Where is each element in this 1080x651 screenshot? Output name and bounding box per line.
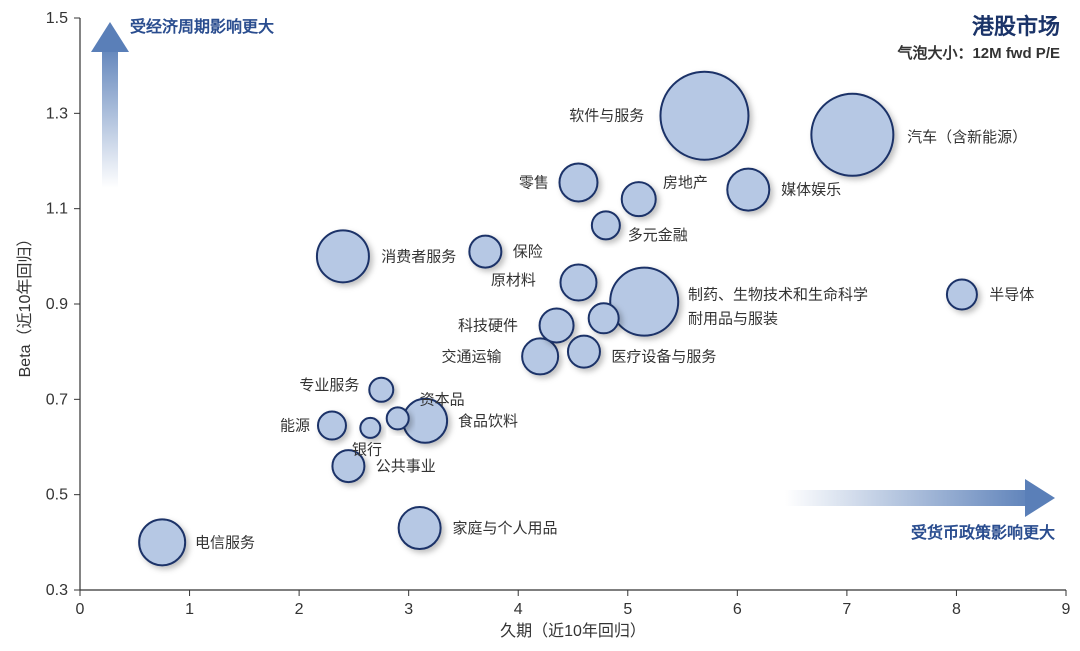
- bubble: [592, 211, 620, 239]
- bubble: [469, 236, 501, 268]
- x-tick-label: 0: [76, 601, 85, 618]
- x-tick-label: 8: [952, 601, 961, 618]
- x-tick-label: 4: [514, 601, 523, 618]
- bubble-label: 制药、生物技术和生命科学: [688, 285, 868, 303]
- bubble-label: 消费者服务: [381, 248, 456, 265]
- bubble: [318, 412, 346, 440]
- bubble-label: 能源: [280, 418, 310, 435]
- bubble: [540, 308, 574, 342]
- y-tick-label: 0.5: [46, 487, 68, 504]
- bubble: [139, 519, 185, 565]
- bubble: [317, 230, 369, 282]
- x-tick-label: 5: [623, 601, 632, 618]
- bubble-label: 银行: [352, 441, 382, 458]
- vertical-arrow-label: 受经济周期影响更大: [130, 17, 274, 36]
- bubble-label: 耐用品与服装: [688, 310, 778, 327]
- bubble: [660, 72, 748, 160]
- x-tick-label: 1: [185, 601, 194, 618]
- y-tick-label: 1.1: [46, 201, 68, 218]
- y-tick-label: 0.3: [46, 582, 68, 599]
- bubble-label: 电信服务: [195, 534, 255, 551]
- bubble: [568, 336, 600, 368]
- y-tick-label: 1.5: [46, 10, 68, 27]
- bubble: [522, 338, 558, 374]
- bubble: [387, 407, 409, 429]
- bubble-label: 汽车（含新能源）: [907, 129, 1027, 146]
- bubble: [560, 265, 596, 301]
- chart-root: 0 1 2 3 4 5 6 7 8 9 0.3 0.5 0.7 0.9 1.1 1.3 1.5 久期（近10年回归…: [0, 0, 1080, 651]
- bubble-label: 房地产: [663, 174, 708, 191]
- bubble: [727, 169, 769, 211]
- bubble-chart-svg: 0 1 2 3 4 5 6 7 8 9 0.3 0.5 0.7 0.9 1.1 1.3 1.5 久期（近10年回归…: [0, 0, 1080, 651]
- vertical-arrow-shaft: [102, 40, 118, 188]
- bubble: [622, 182, 656, 216]
- horizontal-arrow-shaft: [785, 490, 1037, 506]
- bubble-label: 多元金融: [628, 227, 688, 244]
- bubble: [947, 279, 977, 309]
- bubble-label: 医疗设备与服务: [611, 348, 716, 365]
- x-tick-label: 2: [295, 601, 304, 618]
- x-tick-label: 6: [733, 601, 742, 618]
- bubble: [399, 507, 441, 549]
- chart-subtitle: 气泡大小：12M fwd P/E: [896, 44, 1060, 62]
- horizontal-arrow-label: 受货币政策影响更大: [911, 523, 1055, 542]
- y-axis-label: Beta（近10年回归）: [16, 231, 34, 378]
- bubble-label: 媒体娱乐: [781, 182, 841, 199]
- x-axis-label: 久期（近10年回归）: [500, 622, 646, 640]
- y-tick-label: 0.9: [46, 296, 68, 313]
- bubble-label: 资本品: [420, 391, 465, 408]
- bubble-label: 零售: [519, 174, 549, 191]
- bubble-label: 软件与服务: [569, 108, 644, 125]
- y-tick-label: 1.3: [46, 105, 68, 122]
- bubble-label: 公共事业: [376, 458, 436, 475]
- x-tick-label: 9: [1062, 601, 1071, 618]
- bubble: [360, 418, 380, 438]
- bubble-label: 食品饮料: [458, 413, 518, 430]
- bubble-label: 保险: [513, 244, 543, 261]
- bubble-label: 半导体: [989, 286, 1034, 303]
- bubble: [589, 303, 619, 333]
- bubble-label: 科技硬件: [458, 317, 518, 334]
- x-tick-label: 3: [404, 601, 413, 618]
- bubble: [610, 268, 678, 336]
- bubble-label: 原材料: [491, 272, 536, 289]
- chart-title: 港股市场: [972, 14, 1060, 39]
- bubble: [369, 378, 393, 402]
- bubble: [559, 163, 597, 201]
- bubble-label: 交通运输: [442, 347, 502, 365]
- bubble-label: 专业服务: [299, 377, 359, 394]
- y-tick-label: 0.7: [46, 391, 68, 408]
- bubble-label: 家庭与个人用品: [452, 520, 557, 537]
- bubble: [811, 94, 893, 176]
- x-tick-label: 7: [842, 601, 851, 618]
